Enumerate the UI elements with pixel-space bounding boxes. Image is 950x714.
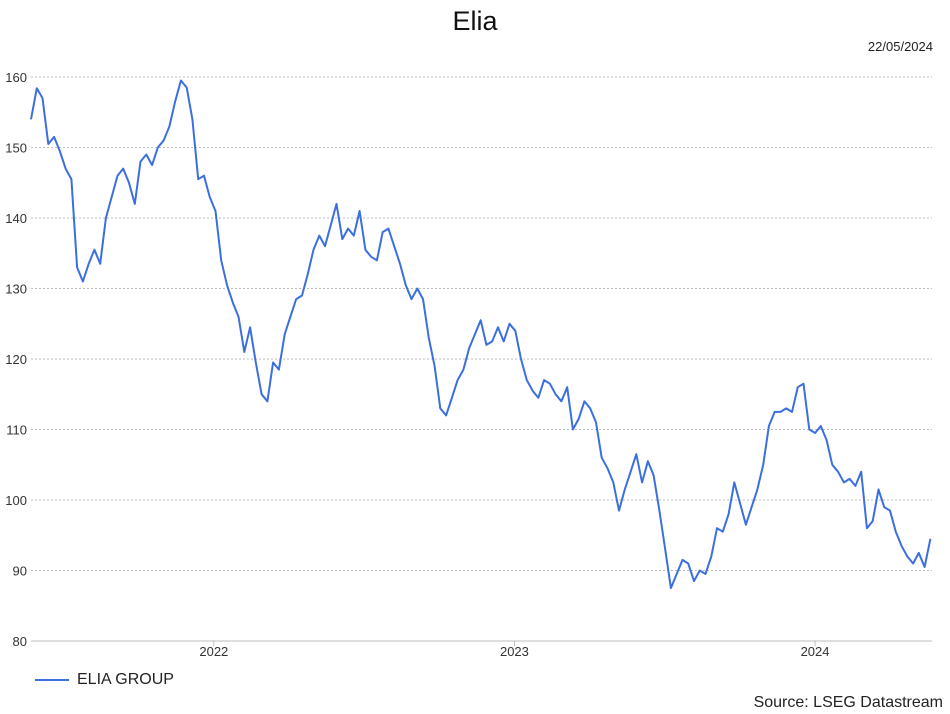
y-axis-ticks: 80 90 100 110 120 130 140 150 160 (5, 70, 27, 649)
y-tick-label: 90 (13, 564, 27, 579)
y-tick-label: 140 (5, 211, 27, 226)
x-axis-ticks: 2022 2023 2024 (199, 641, 830, 659)
source-note: Source: LSEG Datastream (753, 694, 943, 711)
legend-label: ELIA GROUP (77, 671, 174, 688)
y-tick-label: 80 (13, 634, 27, 649)
y-tick-label: 100 (5, 493, 27, 508)
y-tick-label: 120 (5, 352, 27, 367)
legend-swatch (35, 679, 69, 681)
y-tick-label: 130 (5, 282, 27, 297)
legend: ELIA GROUP (35, 671, 174, 689)
x-tick-label: 2023 (500, 644, 529, 659)
y-tick-label: 160 (5, 70, 27, 85)
x-tick-label: 2022 (199, 644, 228, 659)
chart-title: Elia (452, 6, 498, 36)
y-tick-label: 150 (5, 141, 27, 156)
chart-date: 22/05/2024 (867, 39, 933, 54)
series-line-elia-group (30, 79, 932, 590)
x-tick-label: 2024 (801, 644, 830, 659)
y-tick-label: 110 (6, 423, 27, 438)
